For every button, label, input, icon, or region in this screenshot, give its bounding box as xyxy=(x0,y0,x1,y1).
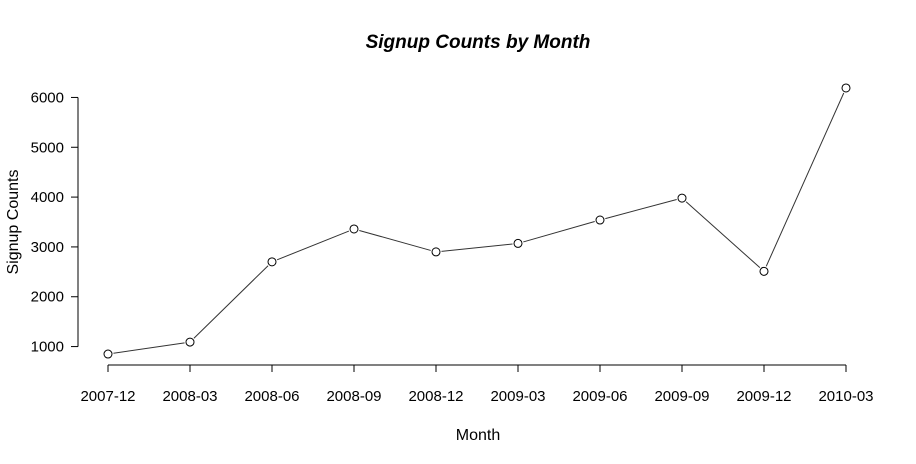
series-line-segment xyxy=(193,265,269,339)
series-line-segment xyxy=(765,92,845,267)
y-axis-label: Signup Counts xyxy=(5,170,22,275)
y-tick-label: 6000 xyxy=(31,89,64,106)
data-point xyxy=(431,247,441,257)
series-line-segment xyxy=(441,243,513,252)
y-axis: 1000 2000 3000 4000 5000 6000 xyxy=(31,89,79,356)
x-tick-label: 2008-06 xyxy=(244,388,299,405)
series-line-segment xyxy=(276,230,350,261)
series-line-segment xyxy=(359,229,431,251)
series-line-segment xyxy=(685,201,761,269)
x-tick-label: 2008-12 xyxy=(408,388,463,405)
data-point xyxy=(349,224,359,234)
data-point xyxy=(185,337,195,347)
x-tick-label: 2009-03 xyxy=(490,388,545,405)
y-tick-label: 5000 xyxy=(31,139,64,156)
y-tick-label: 2000 xyxy=(31,289,64,306)
data-point xyxy=(677,193,687,203)
series-line-segment xyxy=(605,199,677,220)
data-point xyxy=(595,215,605,225)
data-point xyxy=(103,349,113,359)
series-group xyxy=(103,83,851,359)
x-tick-label: 2007-12 xyxy=(80,388,135,405)
data-point xyxy=(513,238,523,248)
y-tick-label: 3000 xyxy=(31,239,64,256)
x-tick-label: 2008-09 xyxy=(326,388,381,405)
x-tick-label: 2008-03 xyxy=(162,388,217,405)
x-tick-label: 2010-03 xyxy=(818,388,873,405)
x-tick-label: 2009-06 xyxy=(572,388,627,405)
x-tick-label: 2009-09 xyxy=(654,388,709,405)
x-tick-label: 2009-12 xyxy=(736,388,791,405)
x-axis-label: Month xyxy=(456,427,500,444)
data-point xyxy=(267,257,277,267)
series-line-segment xyxy=(523,221,595,243)
y-tick-label: 1000 xyxy=(31,339,64,356)
data-point xyxy=(841,83,851,93)
y-tick-label: 4000 xyxy=(31,189,64,206)
chart-title: Signup Counts by Month xyxy=(366,32,591,53)
x-axis: 2007-12 2008-03 2008-06 2008-09 2008-12 2009-… xyxy=(80,364,874,405)
data-point xyxy=(759,266,769,276)
series-line-segment xyxy=(113,342,185,354)
